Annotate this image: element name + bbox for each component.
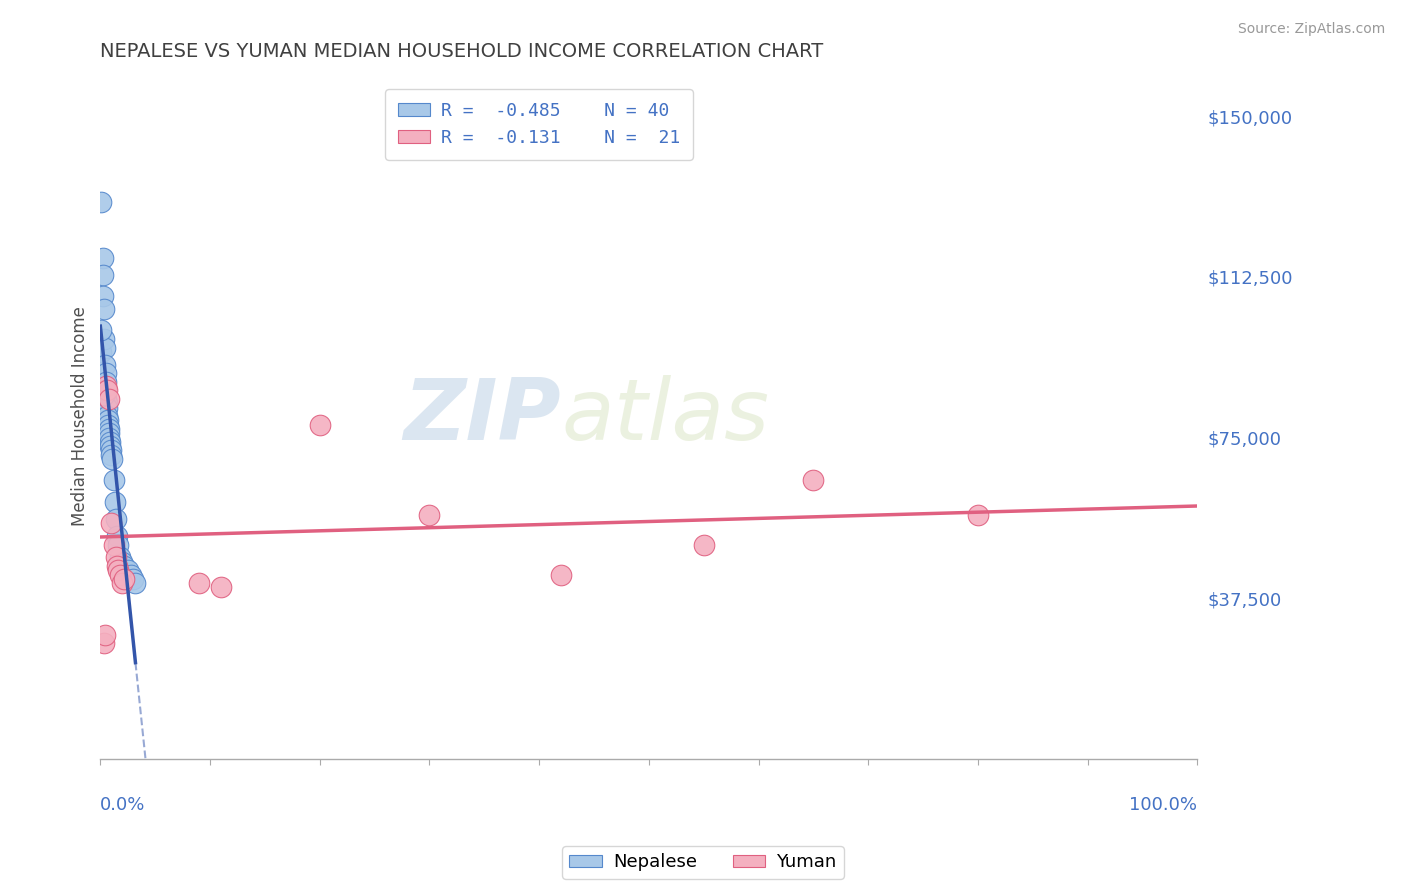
Point xyxy=(308,417,330,432)
Point xyxy=(122,572,145,586)
Point xyxy=(550,567,572,582)
Point xyxy=(108,567,131,582)
Point xyxy=(93,332,115,346)
Point xyxy=(108,550,131,565)
Legend: R =  -0.485    N = 40, R =  -0.131    N =  21: R = -0.485 N = 40, R = -0.131 N = 21 xyxy=(385,89,693,160)
Point xyxy=(96,401,118,415)
Point xyxy=(98,430,121,444)
Point xyxy=(96,396,118,410)
Point xyxy=(91,251,114,265)
Point xyxy=(98,422,121,436)
Point xyxy=(107,538,129,552)
Point xyxy=(97,413,120,427)
Text: atlas: atlas xyxy=(561,375,769,458)
Text: 0.0%: 0.0% xyxy=(100,797,146,814)
Point xyxy=(91,268,114,282)
Point xyxy=(111,555,134,569)
Point xyxy=(100,443,122,458)
Point xyxy=(103,538,125,552)
Point xyxy=(93,387,115,401)
Point xyxy=(188,576,211,591)
Text: 100.0%: 100.0% xyxy=(1129,797,1198,814)
Point xyxy=(100,448,122,462)
Point xyxy=(98,392,121,406)
Point xyxy=(94,375,117,389)
Point xyxy=(96,409,118,423)
Point xyxy=(94,379,117,393)
Point xyxy=(94,384,117,398)
Point xyxy=(98,439,121,453)
Point xyxy=(117,563,139,577)
Point xyxy=(93,636,115,650)
Point xyxy=(94,366,117,380)
Point xyxy=(124,576,146,591)
Point xyxy=(967,508,990,522)
Point xyxy=(100,516,122,531)
Point xyxy=(103,474,125,488)
Legend: Nepalese, Yuman: Nepalese, Yuman xyxy=(562,847,844,879)
Text: Source: ZipAtlas.com: Source: ZipAtlas.com xyxy=(1237,22,1385,37)
Text: ZIP: ZIP xyxy=(404,375,561,458)
Point xyxy=(91,289,114,303)
Point xyxy=(96,384,118,398)
Point xyxy=(90,344,112,359)
Point xyxy=(111,576,134,591)
Point xyxy=(114,572,136,586)
Point xyxy=(104,550,127,565)
Point xyxy=(98,434,121,449)
Point xyxy=(105,559,128,574)
Point xyxy=(107,563,129,577)
Y-axis label: Median Household Income: Median Household Income xyxy=(72,306,89,526)
Point xyxy=(120,567,142,582)
Point xyxy=(94,392,117,406)
Point xyxy=(93,627,115,641)
Point xyxy=(98,426,121,441)
Point xyxy=(105,529,128,543)
Point xyxy=(104,512,127,526)
Point xyxy=(93,358,115,372)
Point xyxy=(101,452,124,467)
Point xyxy=(90,323,112,337)
Point xyxy=(418,508,440,522)
Point xyxy=(93,341,115,355)
Point xyxy=(693,538,716,552)
Point xyxy=(90,194,112,209)
Text: NEPALESE VS YUMAN MEDIAN HOUSEHOLD INCOME CORRELATION CHART: NEPALESE VS YUMAN MEDIAN HOUSEHOLD INCOM… xyxy=(100,42,824,61)
Point xyxy=(97,417,120,432)
Point xyxy=(104,495,127,509)
Point xyxy=(803,474,825,488)
Point xyxy=(114,559,136,574)
Point xyxy=(209,581,232,595)
Point xyxy=(93,301,115,316)
